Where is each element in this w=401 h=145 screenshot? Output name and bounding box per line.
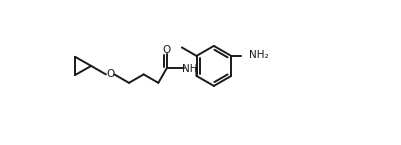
Text: O: O (106, 69, 114, 79)
Text: NH: NH (182, 64, 198, 74)
Text: O: O (163, 45, 171, 55)
Text: NH₂: NH₂ (249, 50, 269, 60)
